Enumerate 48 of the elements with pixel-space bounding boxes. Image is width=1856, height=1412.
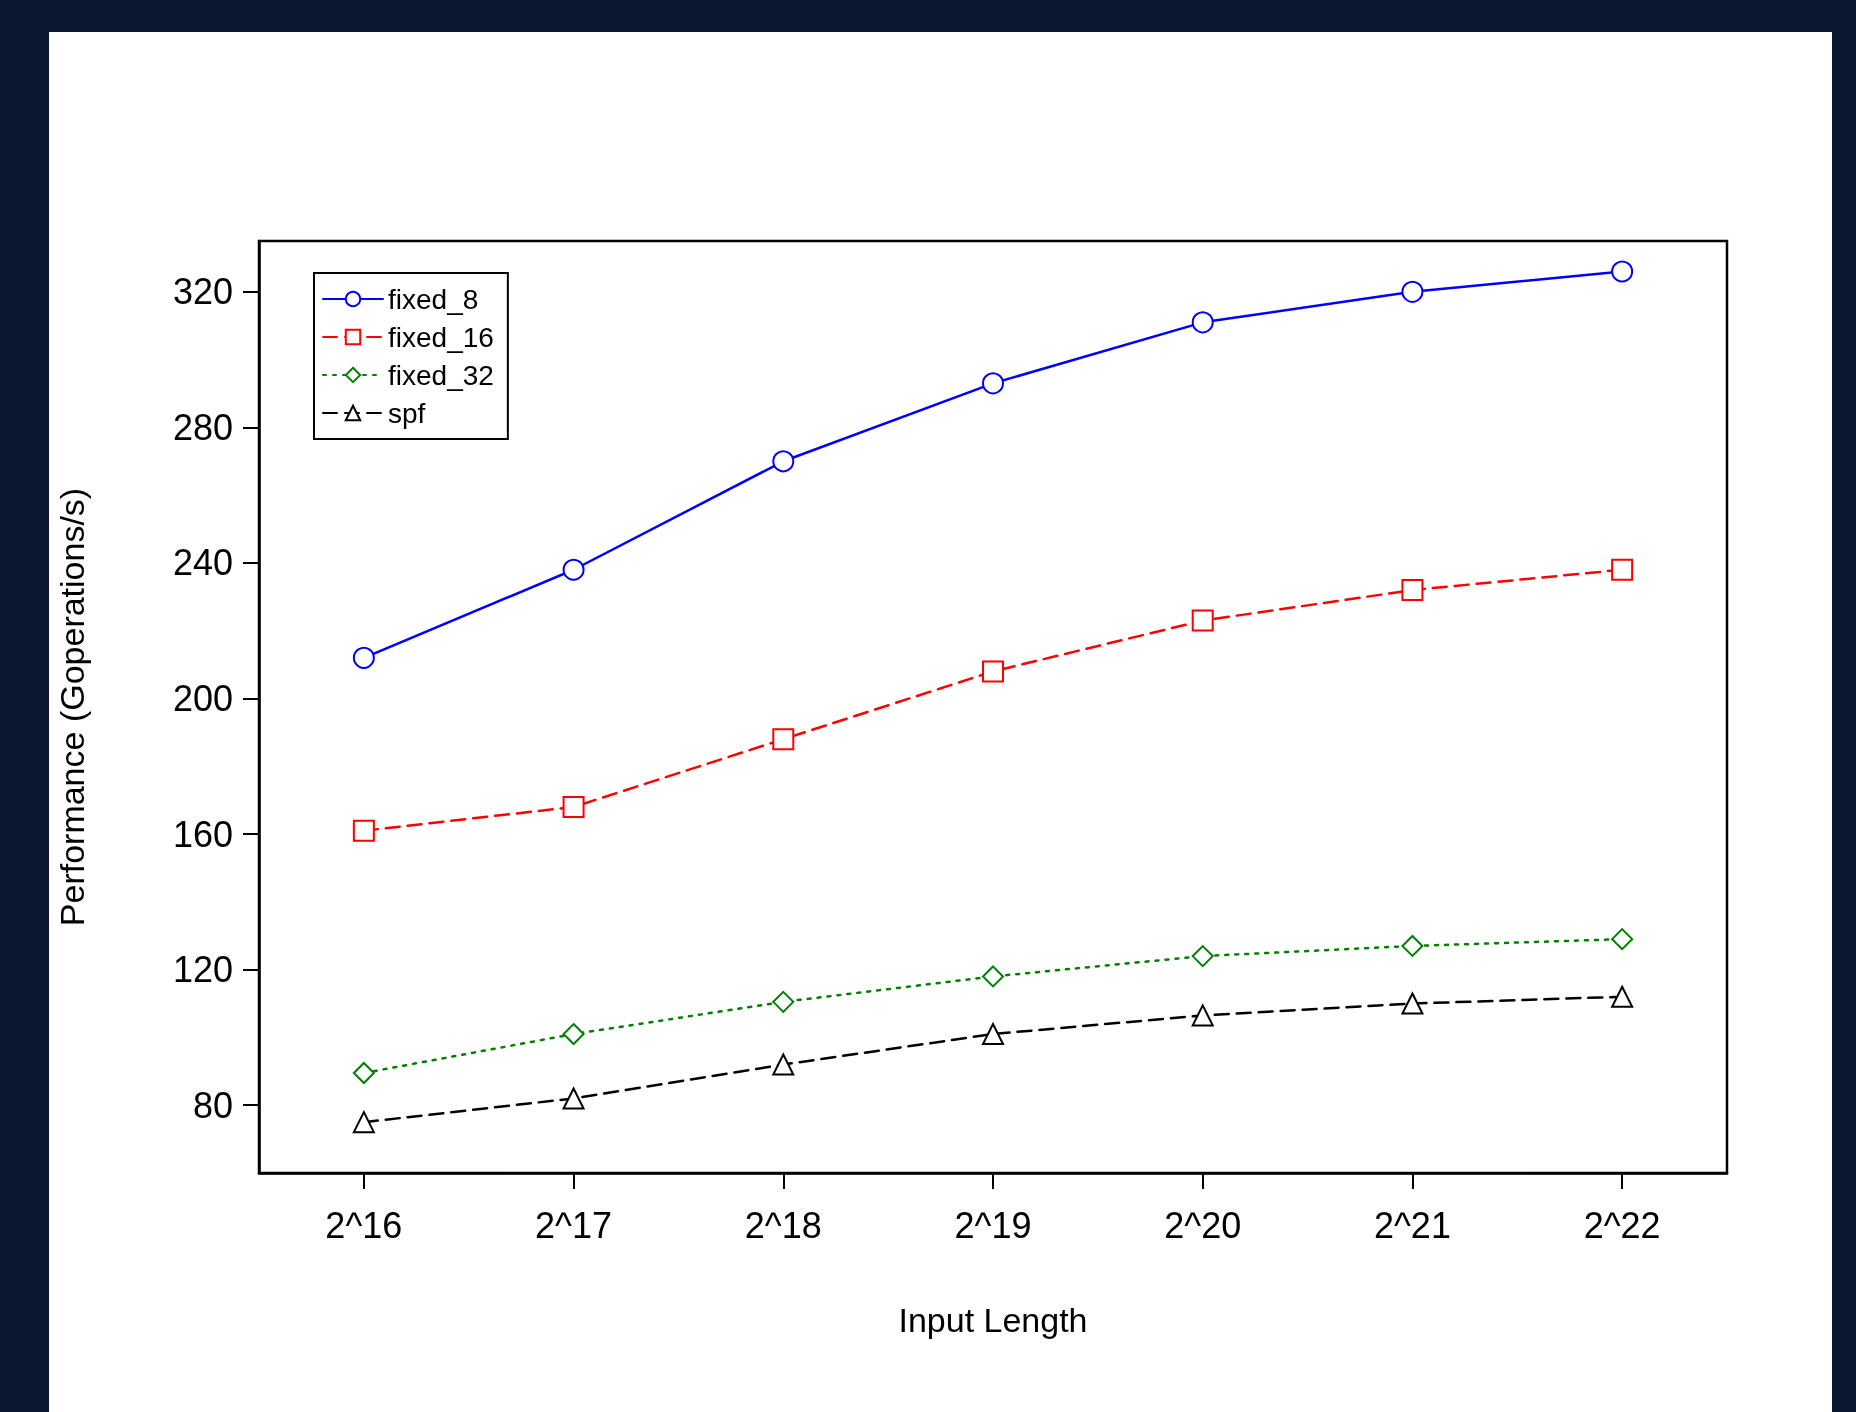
point [1401, 934, 1424, 957]
x-tick-label: 2^22 [1583, 1204, 1661, 1246]
point [1191, 1004, 1214, 1027]
point [1611, 985, 1634, 1008]
point [1611, 558, 1634, 581]
point [1401, 992, 1424, 1015]
x-axis-title: Input Length [898, 1301, 1088, 1339]
legend-label: fixed_32 [388, 359, 494, 391]
y-tick-label: 120 [172, 949, 233, 991]
x-tick-label: 2^20 [1164, 1204, 1242, 1246]
point [352, 819, 375, 842]
legend-label: fixed_8 [388, 283, 479, 315]
x-tick-label: 2^16 [325, 1204, 403, 1246]
point [772, 990, 795, 1013]
legend-label: spf [388, 397, 426, 429]
x-tick-label: 2^19 [954, 1204, 1032, 1246]
point [1611, 928, 1634, 951]
y-tick-label: 160 [172, 813, 233, 855]
x-tick-label: 2^21 [1373, 1204, 1451, 1246]
point [772, 728, 795, 751]
y-tick-label: 80 [192, 1084, 233, 1126]
point [982, 660, 1004, 683]
y-tick-label: 320 [172, 271, 233, 313]
point [1191, 311, 1214, 334]
point [352, 1111, 375, 1134]
point [562, 795, 585, 818]
x-tick-label: 2^17 [535, 1204, 613, 1246]
point [352, 646, 375, 669]
y-axis-title: Performance (Goperations/s) [53, 487, 91, 927]
point [562, 558, 585, 581]
point [1191, 945, 1214, 968]
legend-label: fixed_16 [388, 321, 494, 353]
point [1611, 260, 1634, 283]
point [562, 1023, 585, 1046]
point [562, 1087, 585, 1110]
x-tick-label: 2^18 [744, 1204, 822, 1246]
y-tick-label: 200 [172, 678, 233, 720]
point [772, 450, 795, 473]
point [982, 965, 1004, 988]
point [352, 1062, 375, 1085]
y-tick-label: 240 [172, 542, 233, 584]
point [772, 1053, 795, 1076]
point [982, 372, 1004, 395]
y-tick-label: 280 [172, 406, 233, 448]
point [982, 1023, 1004, 1046]
point [1401, 579, 1424, 602]
point [1401, 280, 1424, 303]
point [1191, 609, 1214, 632]
